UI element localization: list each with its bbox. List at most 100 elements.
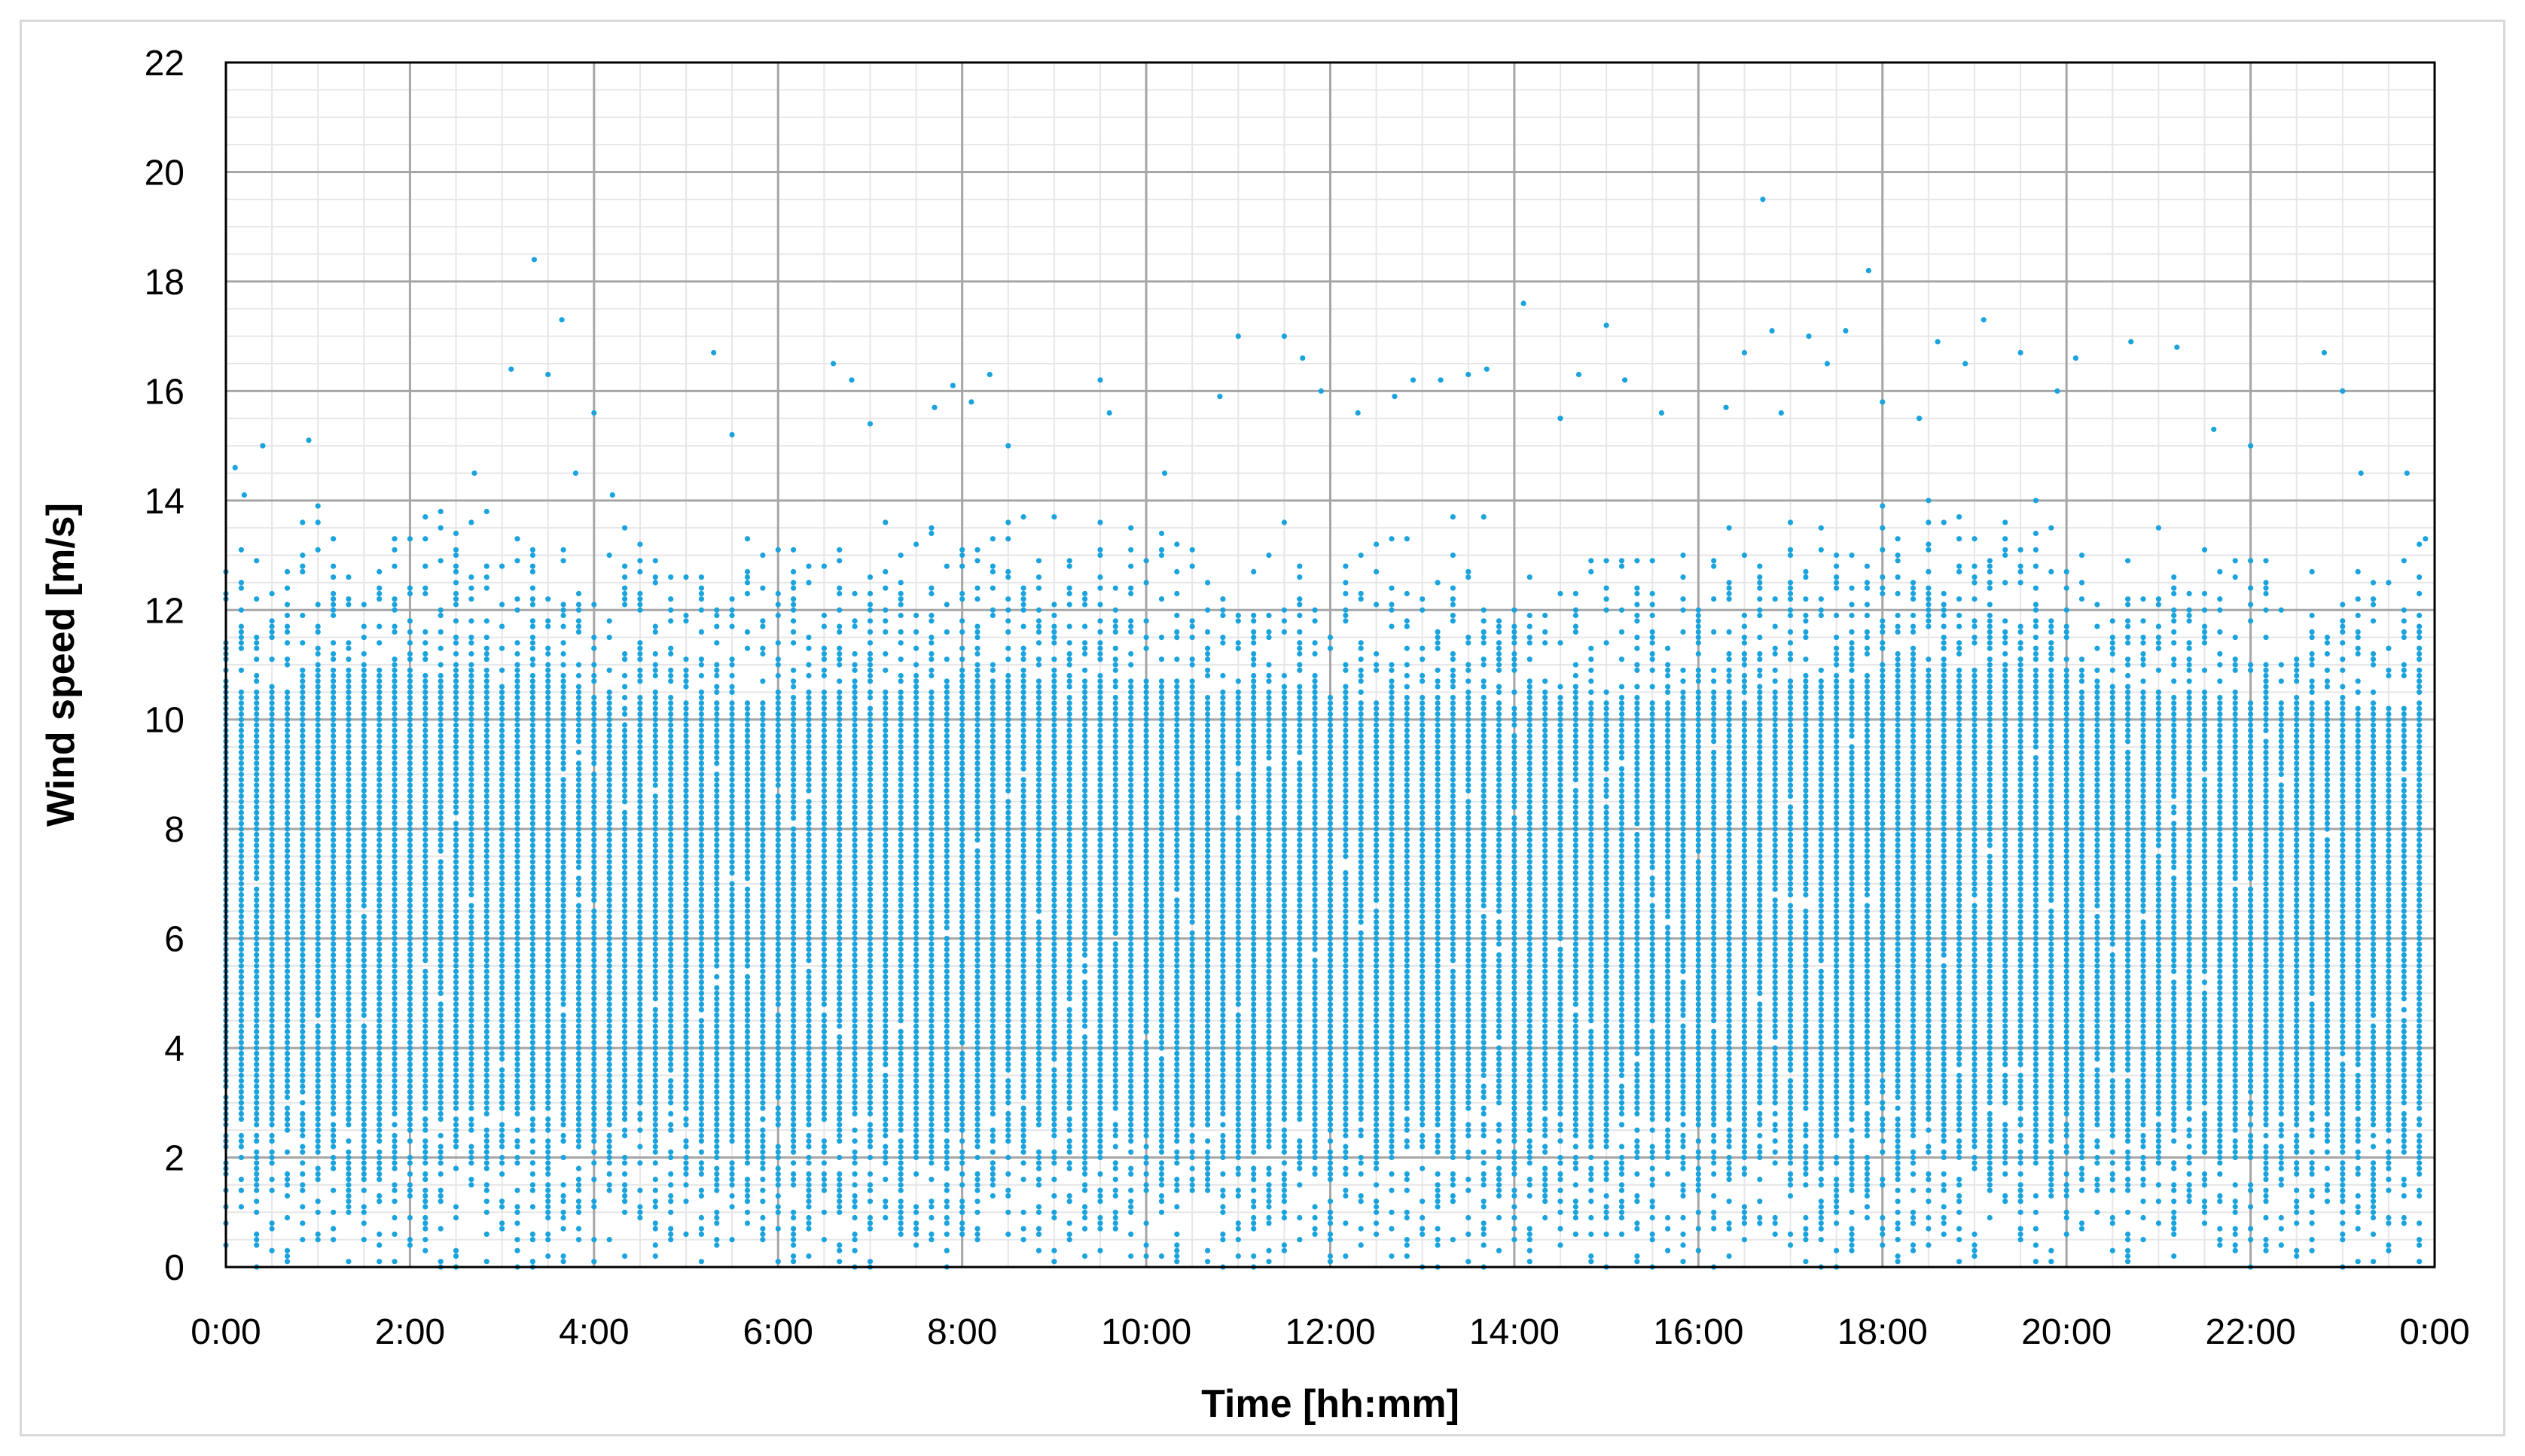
- data-point: [637, 897, 643, 903]
- data-point: [575, 1177, 582, 1183]
- data-point: [883, 842, 889, 848]
- data-point: [407, 656, 413, 663]
- data-point: [821, 711, 827, 717]
- data-point: [529, 684, 536, 690]
- data-point: [269, 618, 275, 624]
- data-point: [468, 809, 474, 815]
- data-point: [514, 1034, 520, 1040]
- data-point: [453, 590, 459, 597]
- data-point: [315, 727, 321, 733]
- data-point: [453, 1001, 459, 1007]
- data-point: [392, 629, 398, 635]
- data-point: [852, 821, 858, 827]
- data-point: [883, 1083, 889, 1089]
- data-point: [284, 629, 291, 635]
- data-point: [407, 640, 413, 646]
- data-point: [929, 672, 935, 679]
- data-point: [392, 946, 398, 952]
- data-point: [560, 1056, 566, 1062]
- data-point: [591, 787, 597, 793]
- data-point: [514, 1072, 520, 1079]
- data-point: [483, 585, 489, 591]
- data-point: [652, 1122, 658, 1128]
- data-point: [913, 881, 919, 887]
- data-point: [238, 1056, 244, 1062]
- data-point: [959, 1050, 965, 1056]
- data-point: [775, 733, 781, 739]
- data-point: [499, 1018, 505, 1024]
- data-point: [377, 891, 383, 898]
- data-point: [361, 733, 367, 739]
- data-point: [883, 1154, 889, 1161]
- data-point: [331, 946, 337, 952]
- data-point: [775, 722, 781, 728]
- data-point: [269, 590, 275, 597]
- data-point: [606, 913, 612, 920]
- data-point: [300, 853, 306, 860]
- data-point: [346, 990, 352, 996]
- data-point: [529, 837, 536, 843]
- data-point: [346, 744, 352, 750]
- data-point: [269, 722, 275, 728]
- data-point: [806, 1182, 812, 1188]
- data-point: [913, 739, 919, 745]
- data-point: [837, 913, 843, 920]
- data-point: [760, 1231, 766, 1237]
- data-point: [744, 1105, 751, 1111]
- data-point: [545, 1100, 551, 1106]
- data-point: [944, 1105, 950, 1111]
- data-point: [407, 1116, 413, 1122]
- data-point: [806, 958, 812, 964]
- data-point: [377, 1193, 383, 1199]
- data-point: [438, 859, 444, 865]
- data-point: [883, 700, 889, 706]
- data-point: [867, 1171, 874, 1177]
- data-point: [560, 678, 566, 684]
- data-point: [652, 1100, 658, 1106]
- data-point: [806, 837, 812, 843]
- data-point: [331, 853, 337, 860]
- data-point: [315, 1149, 321, 1155]
- data-point: [300, 958, 306, 964]
- data-point: [821, 645, 827, 651]
- data-point: [837, 1062, 843, 1068]
- data-point: [852, 886, 858, 892]
- data-point: [698, 1171, 705, 1177]
- data-point: [575, 1094, 582, 1101]
- data-point: [760, 985, 766, 991]
- data-point: [560, 777, 566, 783]
- data-point: [468, 958, 474, 964]
- data-point: [929, 1083, 935, 1089]
- data-point: [331, 755, 337, 761]
- data-point: [744, 1023, 751, 1029]
- data-point: [377, 727, 383, 733]
- data-point: [698, 804, 705, 810]
- data-point: [791, 1242, 797, 1248]
- data-point: [606, 1062, 612, 1068]
- data-point: [929, 1204, 935, 1210]
- data-point: [422, 1072, 428, 1079]
- data-point: [392, 1259, 398, 1265]
- data-point: [944, 771, 950, 778]
- data-point: [622, 826, 628, 832]
- data-point: [315, 717, 321, 723]
- data-point: [392, 678, 398, 684]
- data-point: [269, 804, 275, 810]
- data-point: [438, 672, 444, 679]
- data-point: [929, 1089, 935, 1095]
- data-point: [837, 859, 843, 865]
- data-point: [637, 1089, 643, 1095]
- data-point: [775, 985, 781, 991]
- data-point: [453, 749, 459, 756]
- data-point: [714, 1182, 720, 1188]
- data-point: [729, 672, 735, 679]
- data-point: [744, 859, 751, 865]
- data-point: [806, 733, 812, 739]
- data-point: [944, 979, 950, 985]
- data-point: [560, 1040, 566, 1046]
- data-point: [622, 739, 628, 745]
- data-point: [744, 842, 751, 848]
- data-point: [284, 760, 291, 766]
- data-point: [407, 886, 413, 892]
- data-point: [453, 1138, 459, 1144]
